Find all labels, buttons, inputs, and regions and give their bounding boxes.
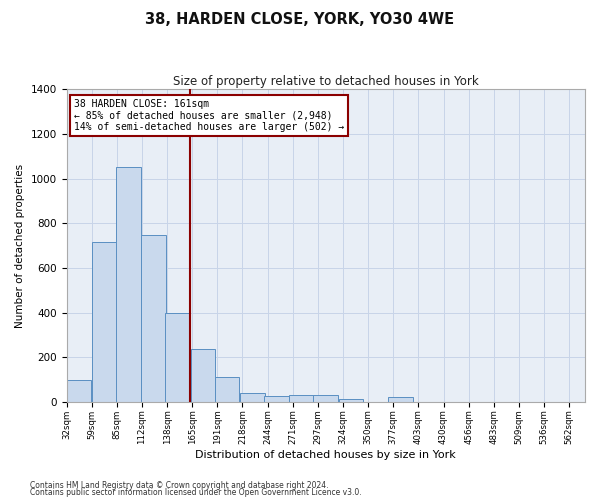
Bar — [116, 168, 141, 402]
Bar — [338, 398, 363, 402]
Bar — [191, 350, 215, 402]
Bar — [215, 378, 239, 402]
Bar — [141, 236, 166, 402]
Text: 38 HARDEN CLOSE: 161sqm
← 85% of detached houses are smaller (2,948)
14% of semi: 38 HARDEN CLOSE: 161sqm ← 85% of detache… — [74, 98, 344, 132]
X-axis label: Distribution of detached houses by size in York: Distribution of detached houses by size … — [196, 450, 456, 460]
Bar — [388, 398, 413, 402]
Bar — [166, 312, 190, 402]
Bar — [264, 396, 289, 402]
Bar — [92, 242, 116, 402]
Bar — [67, 380, 91, 402]
Bar — [240, 393, 265, 402]
Text: Contains public sector information licensed under the Open Government Licence v3: Contains public sector information licen… — [30, 488, 362, 497]
Title: Size of property relative to detached houses in York: Size of property relative to detached ho… — [173, 75, 479, 88]
Text: 38, HARDEN CLOSE, YORK, YO30 4WE: 38, HARDEN CLOSE, YORK, YO30 4WE — [145, 12, 455, 28]
Bar — [313, 395, 338, 402]
Text: Contains HM Land Registry data © Crown copyright and database right 2024.: Contains HM Land Registry data © Crown c… — [30, 480, 329, 490]
Bar — [289, 395, 314, 402]
Y-axis label: Number of detached properties: Number of detached properties — [15, 164, 25, 328]
